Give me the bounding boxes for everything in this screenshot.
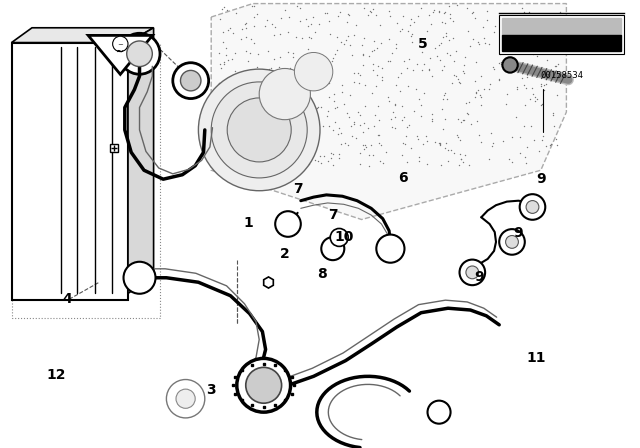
Text: 5: 5 [417,37,428,51]
Text: 2: 2 [280,247,290,262]
Circle shape [502,57,518,73]
Polygon shape [12,28,154,43]
Circle shape [119,33,160,74]
Circle shape [321,237,344,260]
Circle shape [198,69,320,191]
Circle shape [173,63,209,99]
Circle shape [237,358,291,412]
Circle shape [227,98,291,162]
Circle shape [113,36,128,52]
Text: ~: ~ [116,47,124,56]
Circle shape [466,266,479,279]
Bar [499,14,624,54]
Circle shape [460,259,485,285]
Circle shape [330,228,348,246]
Circle shape [259,69,310,120]
Circle shape [180,70,201,91]
Circle shape [211,82,307,178]
Circle shape [294,52,333,91]
Text: 12: 12 [47,368,66,383]
Circle shape [499,229,525,255]
Text: 8: 8 [317,267,327,281]
Polygon shape [502,17,621,35]
Bar [12,43,128,300]
Polygon shape [502,35,621,51]
Text: 7: 7 [292,182,303,196]
Circle shape [526,201,539,213]
Circle shape [506,236,518,248]
Text: 9: 9 [474,270,484,284]
Circle shape [246,367,282,403]
Text: ~: ~ [117,43,124,48]
Text: 4: 4 [62,292,72,306]
Text: 00158534: 00158534 [540,71,583,80]
Circle shape [275,211,301,237]
Polygon shape [128,28,154,293]
Circle shape [428,401,451,424]
Circle shape [176,389,195,408]
Polygon shape [211,4,566,220]
Circle shape [520,194,545,220]
Text: 6: 6 [398,171,408,185]
Text: 10: 10 [335,229,354,244]
Circle shape [166,379,205,418]
Polygon shape [88,35,152,74]
Circle shape [127,41,152,67]
Circle shape [124,262,156,294]
Text: 9: 9 [536,172,546,186]
Text: 11: 11 [527,351,546,366]
Text: 7: 7 [328,208,338,222]
Text: 9: 9 [513,226,524,240]
Text: 3: 3 [206,383,216,397]
Text: 1: 1 [243,216,253,230]
Circle shape [376,235,404,263]
